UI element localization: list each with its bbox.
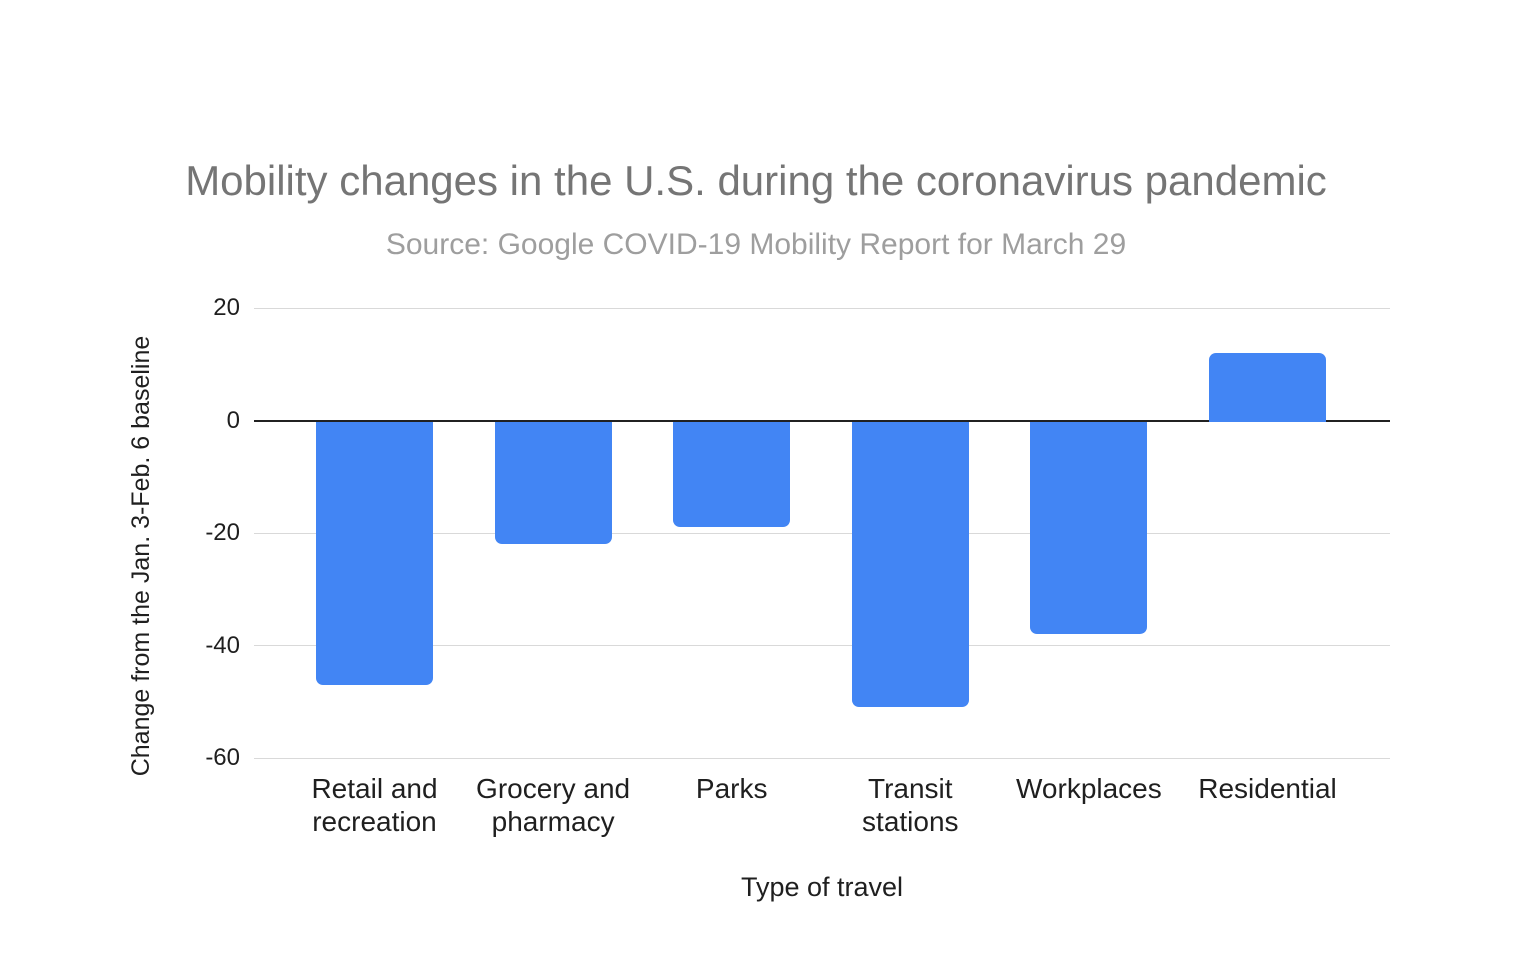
category-label: Grocery and pharmacy <box>476 773 631 837</box>
bar-parks <box>673 422 791 528</box>
bar-retail-and-recreation <box>316 422 433 685</box>
category-label: Parks <box>695 773 768 804</box>
y-axis-title: Change from the Jan. 3-Feb. 6 baseline <box>127 335 155 777</box>
y-tick-label: -40 <box>205 631 240 659</box>
y-tick-label: 20 <box>213 294 240 321</box>
bar-workplaces <box>1030 422 1148 635</box>
chart-subtitle: Source: Google COVID-19 Mobility Report … <box>385 228 1127 261</box>
y-tick-label: -20 <box>205 519 240 546</box>
zero-axis-line <box>254 419 1390 422</box>
category-label: Workplaces <box>1016 773 1162 804</box>
gridline <box>254 307 1390 309</box>
gridline <box>254 532 1390 534</box>
bar-residential <box>1209 353 1326 422</box>
x-axis-title: Type of travel <box>740 872 904 902</box>
chart-title: Mobility changes in the U.S. during the … <box>185 157 1327 204</box>
bar-grocery-and-pharmacy <box>494 422 612 545</box>
category-label: Residential <box>1198 773 1337 804</box>
y-tick-label: 0 <box>226 406 240 434</box>
gridline <box>254 757 1390 759</box>
category-label: Retail and recreation <box>311 773 438 837</box>
plot-area <box>254 307 1390 759</box>
category-label: Transit stations <box>862 773 959 837</box>
bar-transit-stations <box>851 422 969 708</box>
y-tick-label: -60 <box>205 744 240 771</box>
gridline <box>254 645 1390 646</box>
